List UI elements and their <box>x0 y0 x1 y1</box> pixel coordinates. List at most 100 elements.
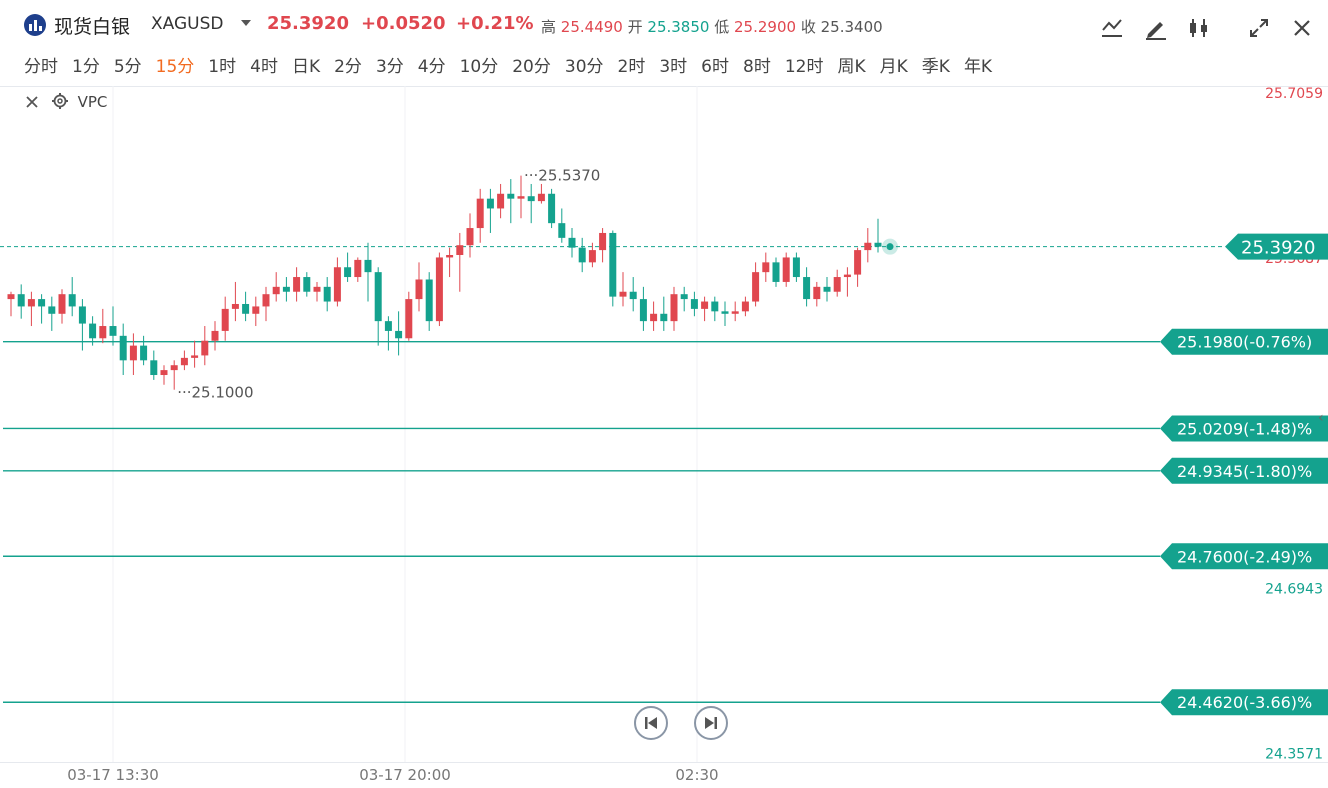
symbol-dropdown-icon[interactable] <box>241 20 251 26</box>
close-icon[interactable] <box>1288 14 1316 42</box>
period-tab[interactable]: 周K <box>837 57 866 77</box>
side-panel-handle[interactable]: ‹ <box>1318 410 1324 426</box>
candle-body <box>813 286 821 300</box>
period-tab[interactable]: 6时 <box>701 57 729 77</box>
price-level-tag <box>1160 415 1328 442</box>
candle-body <box>272 286 280 295</box>
candle-body <box>89 323 97 339</box>
period-tab[interactable]: 月K <box>879 57 908 77</box>
candle-body <box>303 277 311 292</box>
period-tab[interactable]: 1分 <box>72 57 100 77</box>
period-tab[interactable]: 10分 <box>459 57 499 77</box>
candle-body <box>588 250 596 263</box>
indicator-close-icon[interactable] <box>24 94 40 110</box>
candle-body <box>262 294 270 307</box>
candlestick-icon[interactable] <box>1185 14 1213 42</box>
skip-back-icon <box>645 717 657 729</box>
candle-body <box>752 272 760 302</box>
fullscreen-icon[interactable] <box>1245 14 1273 42</box>
candle-body <box>242 303 250 314</box>
price-level-tag <box>1160 457 1328 484</box>
period-tab[interactable]: 30分 <box>564 57 604 77</box>
candle-body <box>252 306 260 314</box>
candle-body <box>762 262 770 273</box>
period-tab[interactable]: 5分 <box>113 57 142 77</box>
high-value: 25.4490 <box>560 18 623 36</box>
candle-body <box>344 267 352 278</box>
period-tab[interactable]: 2时 <box>617 57 646 77</box>
candle-body <box>129 345 137 361</box>
period-tab[interactable]: 8时 <box>743 57 771 77</box>
candle-body <box>558 223 566 238</box>
candle-body <box>374 272 382 322</box>
last-price: 25.3920 <box>267 13 349 34</box>
candle-body <box>680 294 688 300</box>
candle-body <box>864 242 872 251</box>
candle-body <box>711 301 719 312</box>
candle-body <box>476 198 484 229</box>
instrument-symbol[interactable]: XAGUSD <box>151 14 224 34</box>
period-selector: 分时 1分 5分 15分 1时 4时 日K 2分 3分 4分 10分 20分 30分 2时 3时 6时 8时 12… <box>24 52 1006 77</box>
candle-body <box>191 355 199 358</box>
period-tab[interactable]: 1时 <box>208 57 237 77</box>
skip-back-button[interactable] <box>634 706 668 740</box>
candle-body <box>231 303 239 309</box>
candle-body <box>384 321 392 331</box>
period-tab[interactable]: 15分 <box>155 57 195 77</box>
candle-body <box>650 313 658 322</box>
candle-body <box>517 196 525 199</box>
period-tab[interactable]: 12时 <box>784 57 824 77</box>
candle-body <box>670 294 678 322</box>
candle-body <box>78 306 86 324</box>
candle-body <box>446 255 454 258</box>
period-tab[interactable]: 20分 <box>512 57 551 77</box>
candle-body <box>731 311 739 314</box>
period-tab[interactable]: 分时 <box>24 57 58 77</box>
high-label: 高 <box>541 18 557 36</box>
candle-body <box>466 228 474 246</box>
candle-body <box>68 294 76 307</box>
period-tab[interactable]: 4分 <box>417 57 446 77</box>
price-level-label: 24.7600(-2.49)% <box>1177 547 1312 566</box>
candle-body <box>180 357 188 366</box>
candle-body <box>109 326 117 336</box>
draw-pen-icon[interactable] <box>1142 14 1170 42</box>
candle-body <box>354 259 362 278</box>
x-tick-label: 03-17 13:30 <box>67 766 159 784</box>
period-tab[interactable]: 日K <box>291 57 321 77</box>
price-change-pct: +0.21% <box>456 13 534 34</box>
candle-body <box>854 250 862 275</box>
period-tab[interactable]: 季K <box>921 57 950 77</box>
candle-body <box>405 299 413 339</box>
candle-body <box>833 277 841 292</box>
line-chart-icon[interactable] <box>1098 14 1126 42</box>
candle-body <box>313 286 321 292</box>
candle-body <box>364 259 372 273</box>
skip-forward-button[interactable] <box>694 706 728 740</box>
price-level-label: 24.4620(-3.66)% <box>1177 693 1312 712</box>
price-level-label: 24.9345(-1.80)% <box>1177 462 1312 481</box>
close-value: 25.3400 <box>820 18 883 36</box>
settings-gear-icon[interactable] <box>51 92 69 110</box>
period-tab[interactable]: 4时 <box>250 57 278 77</box>
candle-body <box>507 193 515 199</box>
y-tick-label: 24.6943 <box>1265 581 1323 597</box>
candle-body <box>619 291 627 297</box>
candle-body <box>201 340 209 356</box>
header-bar: 现货白银 XAGUSD 25.3920 +0.0520 +0.21% 高 25.… <box>0 0 1328 50</box>
candle-body <box>690 299 698 309</box>
candle-body <box>333 267 341 302</box>
candle-body <box>548 193 556 224</box>
period-tab[interactable]: 年K <box>963 57 993 77</box>
period-tab[interactable]: 3分 <box>375 57 404 77</box>
min-price-annotation: ···25.1000 <box>177 384 253 402</box>
candle-body <box>599 232 607 251</box>
candle-body <box>741 301 749 312</box>
period-tab[interactable]: 3时 <box>659 57 688 77</box>
candle-body <box>823 286 831 292</box>
candle-body <box>160 370 168 376</box>
period-tab[interactable]: 2分 <box>334 57 362 77</box>
candle-body <box>27 299 35 307</box>
low-label: 低 <box>714 18 730 36</box>
